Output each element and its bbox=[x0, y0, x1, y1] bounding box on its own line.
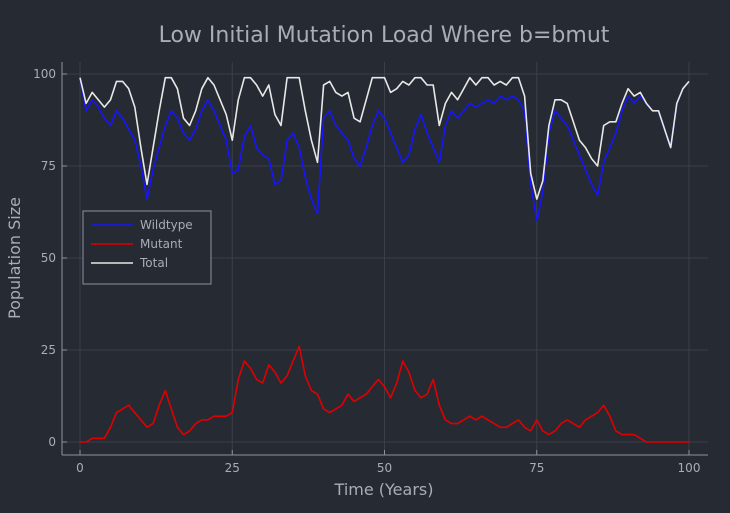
x-tick-label: 100 bbox=[678, 461, 701, 475]
axes: 0 25 50 75 100 0 25 50 75 100 bbox=[33, 62, 708, 475]
legend-label-wildtype: Wildtype bbox=[140, 218, 193, 232]
x-tick-label: 25 bbox=[225, 461, 240, 475]
series-line-mutant bbox=[80, 345, 689, 443]
y-tick-label: 75 bbox=[41, 159, 56, 173]
y-tick-label: 100 bbox=[33, 67, 56, 81]
legend-label-mutant: Mutant bbox=[140, 237, 183, 251]
series-line-wildtype bbox=[79, 77, 690, 222]
series-line-total bbox=[79, 76, 690, 200]
legend: Wildtype Mutant Total bbox=[82, 210, 212, 285]
y-tick-label: 25 bbox=[41, 343, 56, 357]
series-group bbox=[79, 76, 690, 443]
x-tick-label: 50 bbox=[377, 461, 392, 475]
legend-label-total: Total bbox=[139, 256, 168, 270]
legend-box bbox=[82, 210, 212, 285]
y-axis-label: Population Size bbox=[5, 197, 24, 319]
x-axis-label: Time (Years) bbox=[334, 480, 434, 499]
y-tick-label: 50 bbox=[41, 251, 56, 265]
chart-title: Low Initial Mutation Load Where b=bmut bbox=[159, 23, 610, 48]
x-tick-label: 0 bbox=[76, 461, 84, 475]
y-tick-label: 0 bbox=[48, 435, 56, 449]
x-tick-label: 75 bbox=[529, 461, 544, 475]
